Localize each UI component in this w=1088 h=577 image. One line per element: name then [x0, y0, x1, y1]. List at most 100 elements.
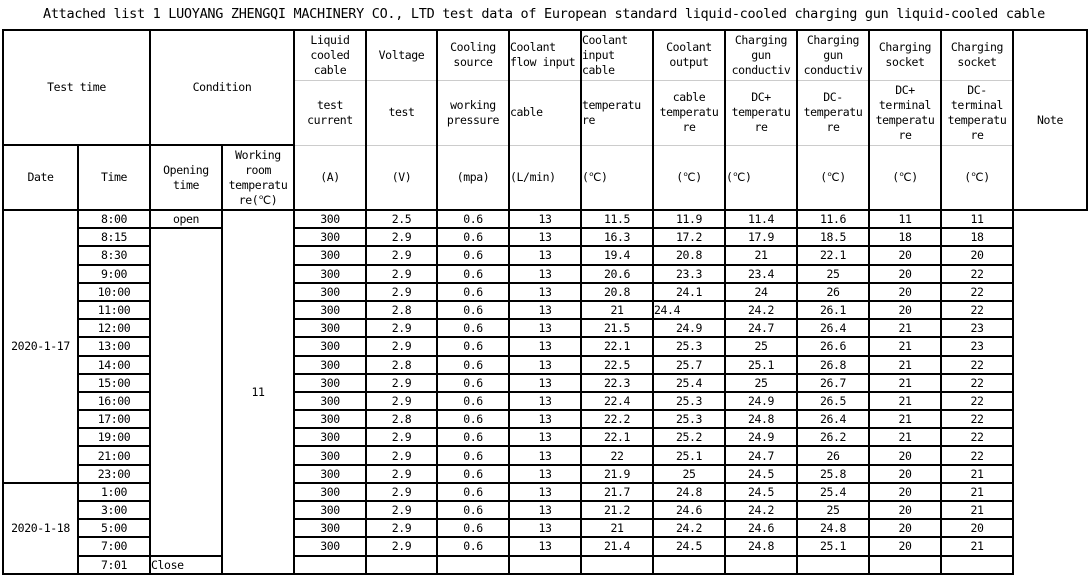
value-cell	[436, 554, 510, 575]
table-row: 3:00 300 2.9 0.6 13 21.2 24.6 24.2 25 20 21	[3, 499, 1087, 521]
header-col-unit: (A)	[293, 144, 367, 211]
header-col-title: Voltage	[365, 29, 438, 81]
header-col-unit: (℃)	[724, 144, 798, 211]
value-cell: 17.2	[652, 227, 726, 248]
header-working-room-temp: Working room temperatu re(℃)	[221, 144, 295, 211]
time-cell: 11:00	[77, 299, 151, 321]
value-cell: 13	[508, 372, 582, 393]
value-cell: 300	[293, 299, 367, 321]
value-cell: 20	[868, 481, 942, 503]
value-cell: 21.2	[580, 499, 654, 521]
table-row: 17:00 300 2.8 0.6 13 22.2 25.3 24.8 26.4 21 22	[3, 409, 1087, 430]
value-cell: 26	[796, 445, 870, 466]
value-cell: 13	[508, 281, 582, 302]
value-cell: 300	[293, 390, 367, 412]
room-temp-cell: 11	[221, 209, 295, 575]
value-cell: 21	[724, 245, 798, 266]
value-cell: 24	[724, 281, 798, 302]
value-cell: 2.9	[365, 245, 438, 266]
value-cell: 300	[293, 227, 367, 248]
value-cell: 0.6	[436, 409, 510, 430]
value-cell	[652, 554, 726, 575]
value-cell: 20	[868, 263, 942, 284]
value-cell: 20	[868, 299, 942, 321]
table-row: 12:00 300 2.9 0.6 13 21.5 24.9 24.7 26.4 21 23	[3, 318, 1087, 339]
value-cell: 21	[868, 336, 942, 357]
value-cell: 0.6	[436, 536, 510, 557]
header-col-unit: (℃)	[652, 144, 726, 211]
value-cell: 26.4	[796, 318, 870, 339]
header-col-subtitle: working pressure	[436, 79, 510, 146]
table-row: 23:00 300 2.9 0.6 13 21.9 25 24.5 25.8 20 21	[3, 463, 1087, 484]
value-cell: 20	[940, 518, 1014, 539]
table-row: 7:00 300 2.9 0.6 13 21.4 24.5 24.8 25.1 20 21	[3, 536, 1087, 557]
value-cell: 21	[940, 463, 1014, 484]
value-cell: 0.6	[436, 518, 510, 539]
header-col-title: Liquid cooled cable	[293, 29, 367, 81]
value-cell: 24.4	[652, 299, 726, 321]
time-cell: 1:00	[77, 481, 151, 503]
value-cell: 300	[293, 499, 367, 521]
value-cell: 0.6	[436, 445, 510, 466]
value-cell: 26.7	[796, 372, 870, 393]
value-cell: 25.3	[652, 409, 726, 430]
value-cell: 300	[293, 336, 367, 357]
value-cell: 13	[508, 445, 582, 466]
value-cell: 21	[868, 354, 942, 375]
table-row: 9:00 300 2.9 0.6 13 20.6 23.3 23.4 25 20 22	[3, 263, 1087, 284]
time-cell: 14:00	[77, 354, 151, 375]
value-cell: 24.1	[652, 281, 726, 302]
header-col-subtitle: cable temperatu re	[652, 79, 726, 146]
value-cell: 25	[796, 263, 870, 284]
opening-cell-empty	[149, 227, 223, 557]
value-cell: 0.6	[436, 336, 510, 357]
value-cell: 22.1	[580, 427, 654, 448]
value-cell: 21	[868, 409, 942, 430]
value-cell: 25.3	[652, 336, 726, 357]
time-cell: 17:00	[77, 409, 151, 430]
test-data-table: Test time Condition Liquid cooled cable V…	[2, 29, 1088, 575]
value-cell	[868, 554, 942, 575]
header-col-title: Charging socket	[940, 29, 1014, 81]
value-cell: 2.9	[365, 318, 438, 339]
value-cell: 23	[940, 336, 1014, 357]
value-cell: 20	[940, 245, 1014, 266]
value-cell: 20.8	[652, 245, 726, 266]
time-cell: 19:00	[77, 427, 151, 448]
header-col-title: Charging gun conductiv	[724, 29, 798, 81]
value-cell: 25	[796, 499, 870, 521]
value-cell: 23.3	[652, 263, 726, 284]
header-col-subtitle: cable	[508, 79, 582, 146]
value-cell: 22	[940, 263, 1014, 284]
value-cell: 11.6	[796, 208, 870, 230]
value-cell: 13	[508, 245, 582, 266]
value-cell: 26.2	[796, 427, 870, 448]
value-cell: 13	[508, 427, 582, 448]
value-cell: 21	[868, 390, 942, 412]
value-cell: 21	[580, 518, 654, 539]
value-cell: 13	[508, 518, 582, 539]
value-cell: 0.6	[436, 281, 510, 302]
value-cell: 24.7	[724, 445, 798, 466]
time-cell: 8:15	[77, 227, 151, 248]
header-col-unit: (V)	[365, 144, 438, 211]
value-cell: 13	[508, 318, 582, 339]
value-cell: 25.1	[796, 536, 870, 557]
time-cell: 5:00	[77, 518, 151, 539]
value-cell: 13	[508, 409, 582, 430]
value-cell: 24.2	[724, 299, 798, 321]
value-cell: 300	[293, 518, 367, 539]
time-cell: 16:00	[77, 390, 151, 412]
closing-cell: Close	[149, 555, 223, 575]
time-cell: 21:00	[77, 445, 151, 466]
value-cell: 11.5	[580, 208, 654, 230]
value-cell: 22	[940, 281, 1014, 302]
value-cell: 22.2	[580, 409, 654, 430]
value-cell: 21	[940, 481, 1014, 503]
value-cell: 22	[580, 445, 654, 466]
value-cell: 25	[652, 463, 726, 484]
table-row: 8:15 300 2.9 0.6 13 16.3 17.2 17.9 18.5 18 18	[3, 227, 1087, 557]
value-cell: 0.6	[436, 318, 510, 339]
value-cell: 22	[940, 372, 1014, 393]
value-cell: 13	[508, 336, 582, 357]
